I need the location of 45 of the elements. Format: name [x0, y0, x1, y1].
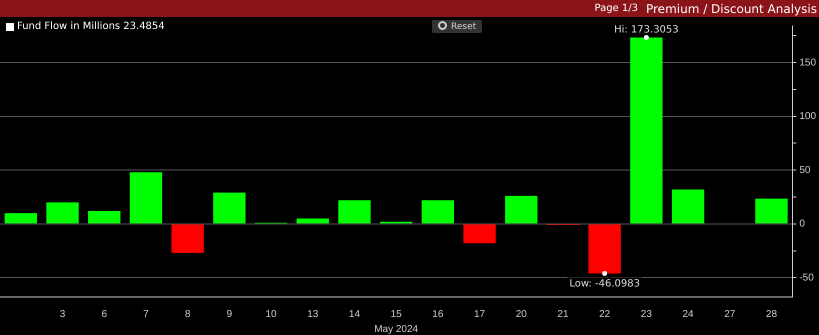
bar — [88, 210, 120, 224]
x-tick-label: 22 — [599, 308, 611, 320]
y-tick-label: 50 — [799, 164, 811, 176]
bar — [755, 198, 788, 224]
bar — [46, 202, 79, 224]
x-tick-label: 9 — [226, 308, 233, 320]
x-tick-label: 24 — [682, 308, 694, 320]
text: Premium / Discount Analysis — [646, 2, 817, 16]
x-tick-label: 7 — [143, 308, 150, 320]
x-tick-label: 10 — [265, 308, 278, 320]
x-tick-label: 16 — [432, 308, 444, 320]
x-tick-label: 20 — [516, 308, 528, 320]
annotation: Hi: 173.3053 — [614, 24, 679, 36]
x-tick-label: 3 — [60, 308, 66, 320]
bar — [296, 218, 329, 224]
bar — [630, 38, 663, 224]
annotation: Low: -46.0983 — [569, 278, 640, 290]
bar — [338, 200, 371, 224]
x-tick-label: 15 — [390, 308, 402, 320]
bar — [4, 213, 38, 224]
bar — [505, 196, 538, 224]
x-tick-label: 14 — [348, 308, 360, 320]
x-tick-label: 21 — [557, 308, 569, 320]
text: Fund Flow in Millions 23.4854 — [17, 21, 165, 32]
bar — [588, 224, 621, 274]
bar — [171, 224, 204, 253]
x-tick-label: 6 — [101, 308, 108, 320]
annotation: Reset — [451, 22, 476, 32]
bar — [130, 172, 162, 224]
x-tick-label: 8 — [184, 308, 191, 320]
x-tick-label: 28 — [766, 308, 778, 320]
bar — [213, 192, 246, 224]
y-tick-label: 150 — [799, 57, 816, 68]
x-axis-title: May 2024 — [374, 324, 419, 335]
x-tick-label: 13 — [307, 308, 319, 320]
x-tick-label: 27 — [724, 308, 736, 320]
bar — [463, 224, 496, 244]
bar — [422, 200, 454, 224]
text: Page 1/3 — [594, 3, 638, 14]
y-tick-label: -50 — [799, 272, 814, 284]
bar — [672, 189, 704, 224]
x-tick-label: 23 — [640, 308, 652, 320]
y-tick-label: 0 — [799, 218, 806, 230]
x-tick-label: 17 — [474, 308, 486, 320]
y-tick-label: 100 — [799, 111, 816, 122]
